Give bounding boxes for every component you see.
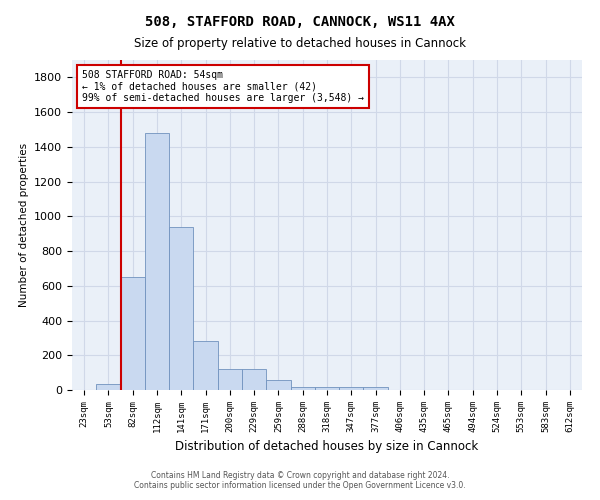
- Bar: [145, 133, 169, 390]
- Y-axis label: Number of detached properties: Number of detached properties: [19, 143, 29, 307]
- Bar: [364, 388, 388, 390]
- Bar: [96, 384, 121, 390]
- Bar: [339, 388, 364, 390]
- Text: Size of property relative to detached houses in Cannock: Size of property relative to detached ho…: [134, 38, 466, 51]
- Bar: [218, 369, 242, 390]
- Bar: [290, 386, 315, 390]
- Bar: [242, 369, 266, 390]
- Bar: [315, 386, 339, 390]
- Text: 508, STAFFORD ROAD, CANNOCK, WS11 4AX: 508, STAFFORD ROAD, CANNOCK, WS11 4AX: [145, 15, 455, 29]
- Text: 508 STAFFORD ROAD: 54sqm
← 1% of detached houses are smaller (42)
99% of semi-de: 508 STAFFORD ROAD: 54sqm ← 1% of detache…: [82, 70, 364, 103]
- Bar: [121, 277, 145, 390]
- X-axis label: Distribution of detached houses by size in Cannock: Distribution of detached houses by size …: [175, 440, 479, 454]
- Text: Contains HM Land Registry data © Crown copyright and database right 2024.
Contai: Contains HM Land Registry data © Crown c…: [134, 470, 466, 490]
- Bar: [266, 380, 290, 390]
- Bar: [169, 226, 193, 390]
- Bar: [193, 340, 218, 390]
